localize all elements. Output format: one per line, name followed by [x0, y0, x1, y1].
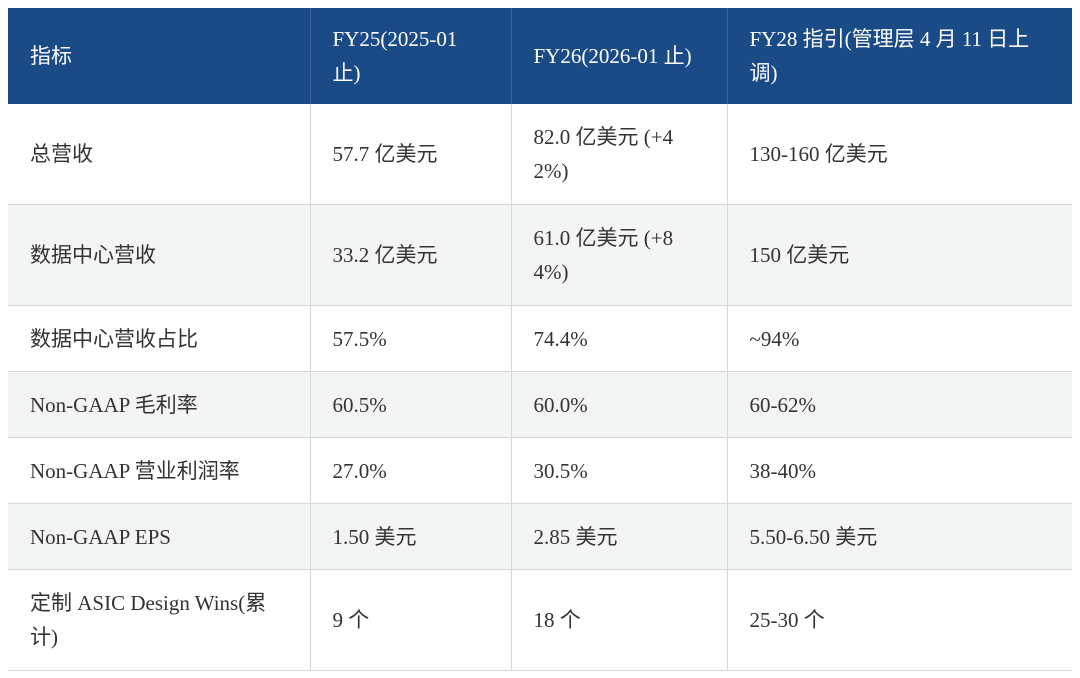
cell-metric: 总营收 — [8, 104, 311, 205]
cell-fy25: 9 个 — [310, 569, 512, 671]
table-row-operating-margin: Non-GAAP 营业利润率 27.0% 30.5% 38-40% — [8, 437, 1072, 504]
cell-metric: 数据中心营收占比 — [8, 305, 311, 372]
financial-metrics-table-container: 指标 FY25(2025-01 止) FY26(2026-01 止) FY28 … — [8, 8, 1072, 671]
cell-fy25: 1.50 美元 — [310, 503, 512, 570]
cell-fy25: 57.7 亿美元 — [310, 104, 512, 205]
cell-fy26: 2.85 美元 — [511, 503, 728, 570]
header-fy25: FY25(2025-01 止) — [310, 8, 512, 104]
cell-fy26: 82.0 亿美元 (+42%) — [511, 104, 728, 205]
table-row-gross-margin: Non-GAAP 毛利率 60.5% 60.0% 60-62% — [8, 371, 1072, 438]
cell-fy28: 5.50-6.50 美元 — [727, 503, 1072, 570]
cell-fy28: 25-30 个 — [727, 569, 1072, 671]
table-row-eps: Non-GAAP EPS 1.50 美元 2.85 美元 5.50-6.50 美… — [8, 503, 1072, 570]
table-row-datacenter-share: 数据中心营收占比 57.5% 74.4% ~94% — [8, 305, 1072, 372]
cell-fy25: 33.2 亿美元 — [310, 204, 512, 306]
financial-metrics-table: 指标 FY25(2025-01 止) FY26(2026-01 止) FY28 … — [8, 8, 1072, 671]
header-fy26: FY26(2026-01 止) — [511, 8, 728, 104]
cell-fy26: 74.4% — [511, 305, 728, 372]
cell-metric: Non-GAAP 毛利率 — [8, 371, 311, 438]
header-fy28-guidance: FY28 指引(管理层 4 月 11 日上调) — [727, 8, 1072, 104]
cell-fy26: 61.0 亿美元 (+84%) — [511, 204, 728, 306]
cell-fy25: 27.0% — [310, 437, 512, 504]
cell-metric: Non-GAAP EPS — [8, 503, 311, 570]
cell-fy25: 60.5% — [310, 371, 512, 438]
cell-fy26: 18 个 — [511, 569, 728, 671]
cell-fy28: 38-40% — [727, 437, 1072, 504]
cell-metric: Non-GAAP 营业利润率 — [8, 437, 311, 504]
cell-metric: 定制 ASIC Design Wins(累计) — [8, 569, 311, 671]
cell-fy26: 60.0% — [511, 371, 728, 438]
cell-fy28: 130-160 亿美元 — [727, 104, 1072, 205]
header-metric: 指标 — [8, 8, 311, 104]
cell-fy28: 150 亿美元 — [727, 204, 1072, 306]
table-header-row: 指标 FY25(2025-01 止) FY26(2026-01 止) FY28 … — [8, 8, 1072, 104]
cell-metric: 数据中心营收 — [8, 204, 311, 306]
cell-fy28: ~94% — [727, 305, 1072, 372]
table-row-total-revenue: 总营收 57.7 亿美元 82.0 亿美元 (+42%) 130-160 亿美元 — [8, 104, 1072, 205]
cell-fy25: 57.5% — [310, 305, 512, 372]
cell-fy26: 30.5% — [511, 437, 728, 504]
table-row-datacenter-revenue: 数据中心营收 33.2 亿美元 61.0 亿美元 (+84%) 150 亿美元 — [8, 204, 1072, 306]
table-row-asic-design-wins: 定制 ASIC Design Wins(累计) 9 个 18 个 25-30 个 — [8, 569, 1072, 671]
cell-fy28: 60-62% — [727, 371, 1072, 438]
